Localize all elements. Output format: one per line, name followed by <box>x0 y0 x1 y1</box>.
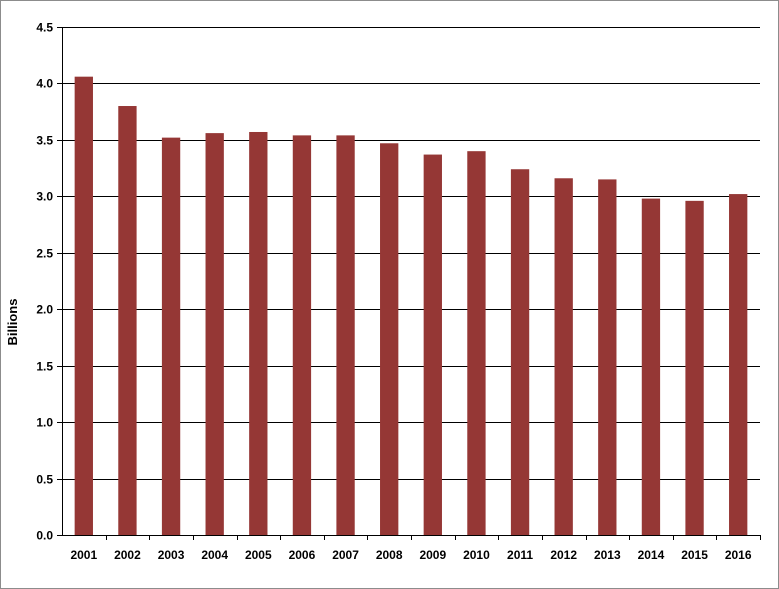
bar-2007 <box>336 135 355 535</box>
x-tick-label: 2006 <box>289 548 316 562</box>
bar-2008 <box>380 143 399 535</box>
x-tick-label: 2014 <box>638 548 665 562</box>
y-tick-label: 1.0 <box>36 416 53 430</box>
x-tick-label: 2011 <box>507 548 533 562</box>
bar-2011 <box>510 169 530 536</box>
bar-2006 <box>292 135 312 535</box>
bar-2001 <box>74 76 93 535</box>
x-tick-label: 2004 <box>201 548 228 562</box>
y-tick-label: 2.0 <box>36 303 53 317</box>
y-tick-label: 1.5 <box>36 360 53 374</box>
bar-2013 <box>598 179 617 535</box>
x-tick-label: 2008 <box>376 548 403 562</box>
x-tick-label: 2015 <box>681 548 708 562</box>
x-tick-label: 2013 <box>594 548 621 562</box>
bar-2002 <box>118 106 137 536</box>
bars <box>74 76 748 536</box>
bar-2005 <box>249 131 268 535</box>
y-tick-label: 3.0 <box>36 190 53 204</box>
bar-2009 <box>423 154 442 535</box>
x-tick-labels: 2001 2002 2003 2004 2005 2006 2007 2008 2009 2010… <box>70 548 751 562</box>
bar-2010 <box>467 151 486 535</box>
y-tick-label: 0.0 <box>36 529 53 543</box>
bar-2016 <box>729 194 748 535</box>
y-tick-label: 0.5 <box>36 473 53 487</box>
x-tick-label: 2002 <box>114 548 141 562</box>
bar-2004 <box>205 133 224 536</box>
y-axis-title: Billions <box>5 299 20 346</box>
x-tick-label: 2001 <box>70 548 97 562</box>
bar-2003 <box>161 137 181 535</box>
y-tick-label: 3.5 <box>36 134 53 148</box>
y-tick-label: 4.5 <box>36 21 53 35</box>
axes <box>57 27 761 540</box>
x-tick-label: 2009 <box>419 548 446 562</box>
bar-2012 <box>554 178 573 535</box>
y-tick-label: 4.0 <box>36 77 53 91</box>
x-tick-label: 2003 <box>158 548 185 562</box>
bar-2014 <box>641 198 661 535</box>
x-tick-label: 2005 <box>245 548 272 562</box>
x-tick-label: 2007 <box>332 548 359 562</box>
x-tick-label: 2016 <box>725 548 752 562</box>
y-tick-label: 2.5 <box>36 247 53 261</box>
x-tick-label: 2012 <box>550 548 577 562</box>
y-tick-labels: 0.0 0.5 1.0 1.5 2.0 2.5 3.0 3.5 4.0 4.5 <box>36 21 53 543</box>
bar-2015 <box>685 200 704 536</box>
x-tick-label: 2010 <box>463 548 490 562</box>
